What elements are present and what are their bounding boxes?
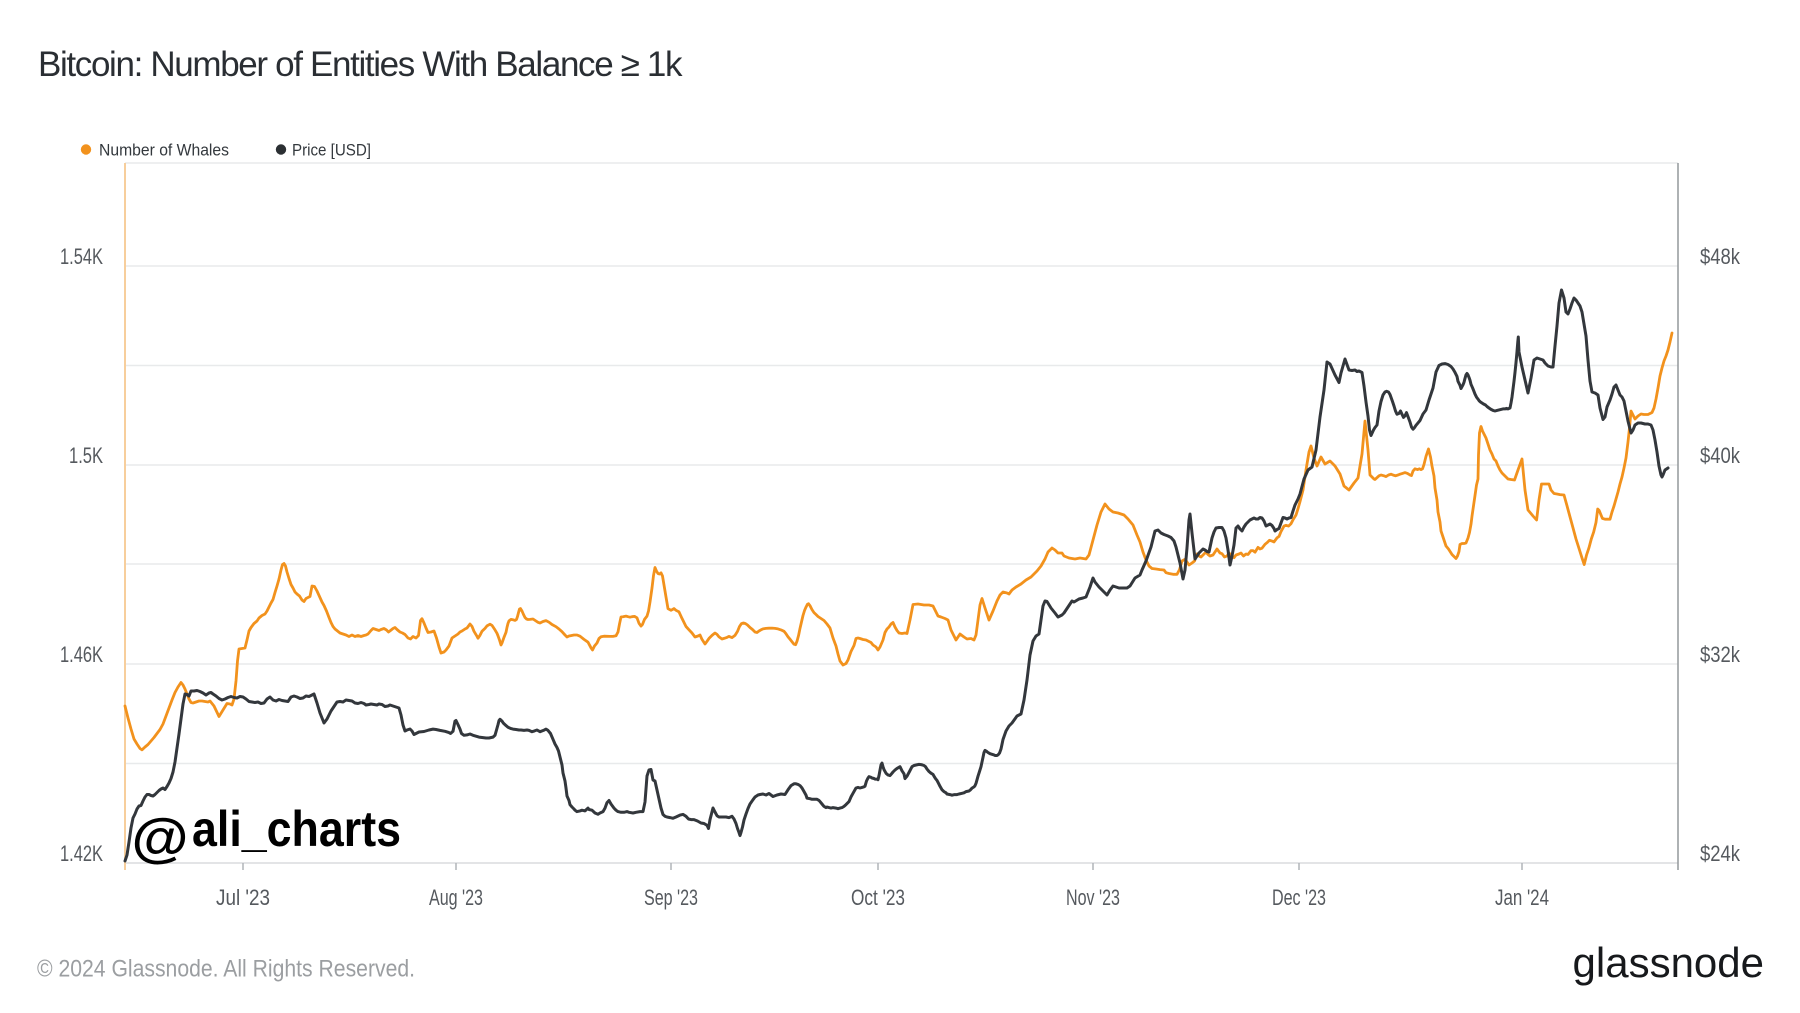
svg-text:Price [USD]: Price [USD] <box>292 141 371 160</box>
svg-text:$40k: $40k <box>1700 443 1741 468</box>
svg-text:Jul '23: Jul '23 <box>216 885 270 910</box>
svg-text:1.5K: 1.5K <box>69 443 103 468</box>
svg-text:Nov '23: Nov '23 <box>1066 885 1120 910</box>
svg-text:ali_charts: ali_charts <box>192 801 401 857</box>
svg-text:Aug '23: Aug '23 <box>429 885 483 910</box>
svg-text:Bitcoin: Number of Entities Wi: Bitcoin: Number of Entities With Balance… <box>38 45 683 84</box>
svg-text:1.42K: 1.42K <box>60 841 103 866</box>
svg-text:1.54K: 1.54K <box>60 244 103 269</box>
svg-text:Dec '23: Dec '23 <box>1272 885 1326 910</box>
svg-text:$48k: $48k <box>1700 244 1741 269</box>
svg-text:Number of Whales: Number of Whales <box>99 141 229 160</box>
svg-text:Jan '24: Jan '24 <box>1495 885 1549 910</box>
svg-text:Sep '23: Sep '23 <box>644 885 698 910</box>
svg-text:$32k: $32k <box>1700 642 1741 667</box>
svg-text:© 2024 Glassnode. All Rights R: © 2024 Glassnode. All Rights Reserved. <box>37 956 415 983</box>
svg-text:1.46K: 1.46K <box>60 642 103 667</box>
svg-text:Oct '23: Oct '23 <box>851 885 905 910</box>
svg-text:@: @ <box>132 808 189 868</box>
svg-text:glassnode: glassnode <box>1573 939 1764 986</box>
svg-text:$24k: $24k <box>1700 841 1741 866</box>
